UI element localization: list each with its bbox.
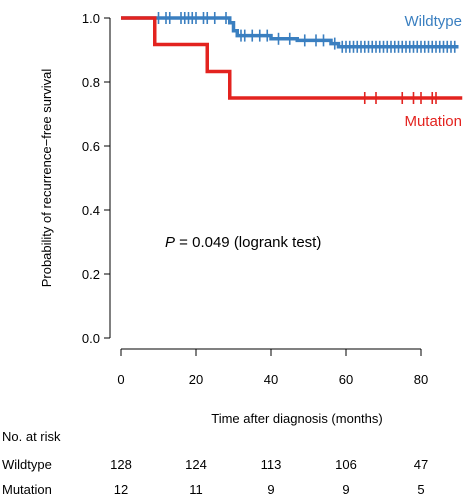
x-tick-label: 0 xyxy=(117,372,124,387)
y-tick-label: 1.0 xyxy=(82,11,100,26)
risk-count: 106 xyxy=(335,457,357,472)
risk-count: 128 xyxy=(110,457,132,472)
risk-count: 5 xyxy=(417,482,424,497)
y-tick-label: 0.0 xyxy=(82,331,100,346)
x-tick-label: 60 xyxy=(339,372,353,387)
risk-table-title: No. at risk xyxy=(2,429,61,444)
y-axis-title: Probability of recurrence−free survival xyxy=(39,69,54,288)
risk-count: 9 xyxy=(342,482,349,497)
series-line-mutation xyxy=(121,16,463,100)
risk-row-label: Wildtype xyxy=(2,457,52,472)
risk-count: 113 xyxy=(261,457,282,472)
y-tick-label: 0.8 xyxy=(82,75,100,90)
risk-count: 47 xyxy=(414,457,428,472)
survival-curves: Wildtype Mutation xyxy=(121,12,463,130)
risk-row-label: Mutation xyxy=(2,482,52,497)
x-tick-label: 40 xyxy=(264,372,278,387)
axes: 0.0 0.2 0.4 0.6 0.8 1.0 0 20 40 60 80 xyxy=(82,11,428,387)
x-tick-label: 20 xyxy=(189,372,203,387)
p-symbol: P xyxy=(165,234,175,251)
p-value-text: = 0.049 (logrank test) xyxy=(175,234,321,251)
risk-count: 12 xyxy=(114,482,128,497)
y-tick-label: 0.2 xyxy=(82,267,100,282)
y-tick-label: 0.4 xyxy=(82,203,100,218)
p-value-annotation: P = 0.049 (logrank test) xyxy=(165,234,321,251)
x-axis-title: Time after diagnosis (months) xyxy=(211,411,382,426)
risk-table: No. at risk Wildtype 128 124 113 106 47 Mutati… xyxy=(2,429,428,497)
series-label-mutation: Mutation xyxy=(404,113,462,130)
risk-count: 124 xyxy=(185,457,207,472)
risk-count: 9 xyxy=(267,482,274,497)
x-ticks: 0 20 40 60 80 xyxy=(117,349,428,387)
series-label-wildtype: Wildtype xyxy=(404,13,462,30)
y-tick-label: 0.6 xyxy=(82,139,100,154)
y-ticks: 0.0 0.2 0.4 0.6 0.8 1.0 xyxy=(82,11,110,346)
risk-count: 11 xyxy=(189,482,203,497)
x-tick-label: 80 xyxy=(414,372,428,387)
